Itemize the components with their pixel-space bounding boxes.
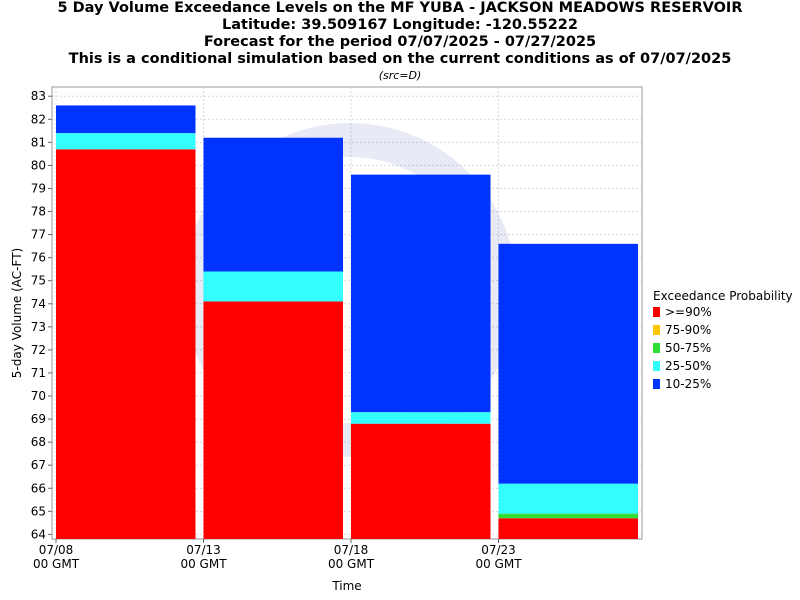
legend-label: >=90%: [665, 305, 712, 319]
chart-subtitle: (src=D): [378, 69, 422, 82]
legend-swatch: [653, 325, 660, 335]
x-tick-label-date: 07/13: [186, 543, 221, 557]
x-tick-label-time: 00 GMT: [180, 557, 227, 571]
y-tick-label: 76: [31, 251, 46, 265]
legend-label: 10-25%: [665, 377, 712, 391]
y-axis-ticks: 64 65 66 67 68 69 70 71 72 73 74 75 76 77 78 79 80 81 82 83: [31, 89, 52, 541]
bar-segment-07-23-10-25-: [498, 243, 638, 484]
legend-label: 75-90%: [665, 323, 712, 337]
y-tick-label: 65: [31, 504, 46, 518]
y-tick-label: 67: [31, 458, 46, 472]
y-tick-label: 72: [31, 343, 46, 357]
y-tick-label: 81: [31, 135, 46, 149]
y-tick-label: 77: [31, 228, 46, 242]
chart-title-line-1: 5 Day Volume Exceedance Levels on the MF…: [57, 0, 743, 16]
bar-segment-07-18-25-50-: [351, 412, 491, 424]
x-tick-label-time: 00 GMT: [33, 557, 80, 571]
y-tick-label: 70: [31, 389, 46, 403]
legend-swatch: [653, 307, 660, 317]
bar-segment-07-08-10-25-: [56, 105, 196, 134]
legend-swatch: [653, 379, 660, 389]
x-tick-label-date: 07/23: [481, 543, 516, 557]
chart-title-line-4: This is a conditional simulation based o…: [68, 51, 732, 67]
x-tick-label-date: 07/18: [334, 543, 369, 557]
legend-swatch: [653, 343, 660, 353]
bar-segment-07-13--90-: [203, 301, 343, 539]
chart-title-line-2: Latitude: 39.509167 Longitude: -120.5522…: [222, 17, 578, 33]
legend-title: Exceedance Probability: [653, 289, 793, 303]
y-tick-label: 83: [31, 89, 46, 103]
x-tick-label-date: 07/08: [39, 543, 74, 557]
y-tick-label: 64: [31, 527, 46, 541]
y-tick-label: 66: [31, 481, 46, 495]
legend-item: 10-25%: [653, 377, 711, 392]
bar-segment-07-23--90-: [498, 518, 638, 539]
y-tick-label: 75: [31, 274, 46, 288]
bar-segment-07-18--90-: [351, 423, 491, 539]
legend-item: 75-90%: [653, 323, 711, 338]
bar-segment-07-08--90-: [56, 149, 196, 539]
y-tick-label: 82: [31, 112, 46, 126]
y-tick-label: 73: [31, 320, 46, 334]
y-tick-label: 78: [31, 205, 46, 219]
bar-segment-07-08-25-50-: [56, 133, 196, 150]
chart-title-block: 5 Day Volume Exceedance Levels on the MF…: [0, 0, 800, 83]
y-tick-label: 69: [31, 412, 46, 426]
bar-segment-07-18-10-25-: [351, 174, 491, 413]
x-tick-label-time: 00 GMT: [475, 557, 522, 571]
bar-segment-07-23-50-75-: [498, 513, 638, 519]
x-axis-label: Time: [331, 579, 361, 593]
bar-segment-07-13-25-50-: [203, 271, 343, 302]
legend-item: 25-50%: [653, 359, 711, 374]
bars-group: [56, 105, 638, 539]
chart-title-line-3: Forecast for the period 07/07/2025 - 07/…: [203, 34, 597, 50]
bar-segment-07-23-25-50-: [498, 483, 638, 514]
y-tick-label: 80: [31, 158, 46, 172]
legend-label: 50-75%: [665, 341, 712, 355]
legend-item: >=90%: [653, 305, 712, 320]
x-tick-label-time: 00 GMT: [328, 557, 375, 571]
y-tick-label: 71: [31, 366, 46, 380]
y-tick-label: 74: [31, 297, 46, 311]
bar-segment-07-13-10-25-: [203, 137, 343, 272]
y-tick-label: 68: [31, 435, 46, 449]
legend-swatch: [653, 361, 660, 371]
y-axis-label: 5-day Volume (AC-FT): [10, 248, 24, 378]
legend-label: 25-50%: [665, 359, 712, 373]
y-tick-label: 79: [31, 181, 46, 195]
legend-item: 50-75%: [653, 341, 711, 356]
